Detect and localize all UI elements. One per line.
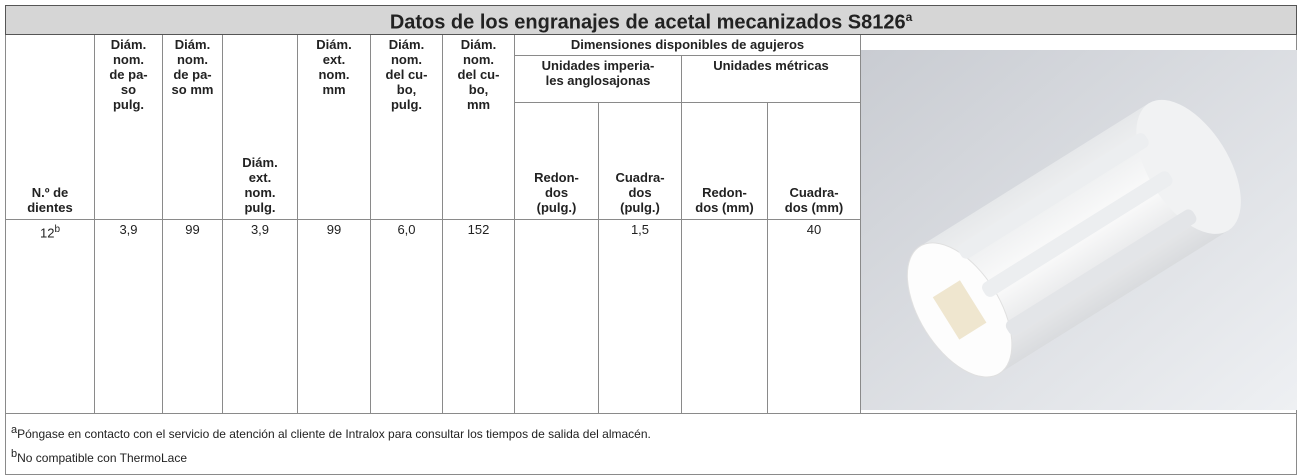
cell — [514, 219, 599, 414]
footnote-row: aPóngase en contacto con el servicio de … — [4, 413, 1298, 475]
column-header: N.º de dientes — [5, 33, 95, 221]
header-row: N.º de dientes Diám. nom. de pa- so pulg… — [5, 33, 1298, 414]
cell: 99 — [297, 219, 371, 414]
title-cell: Datos de los engranajes de acetal mecani… — [4, 5, 1298, 35]
header-row: Redon- dos (pulg.) Cuadra- dos (pulg.) R… — [6, 102, 1297, 221]
column-header: Diám. nom. del cu- bo, pulg. — [370, 33, 443, 221]
product-image — [861, 50, 1297, 410]
cell: 3,9 — [94, 219, 163, 414]
product-image-cell — [859, 34, 1298, 414]
cell: 3,9 — [222, 219, 298, 414]
cell-text: 12 — [39, 225, 55, 241]
table-title: Datos de los engranajes de acetal mecani… — [389, 11, 906, 34]
cell — [681, 219, 768, 414]
footnote: aPóngase en contacto con el servicio de … — [11, 420, 1291, 444]
column-header: Diám. ext. nom. mm — [297, 33, 371, 221]
cell: 40 — [767, 219, 861, 414]
title-note: a — [905, 9, 913, 24]
subcolumn-header: Redon- dos (pulg.) — [514, 102, 599, 221]
cell: 99 — [162, 219, 223, 414]
footnote-mark: b — [11, 448, 18, 460]
header-row: Unidades imperia- les anglosajonas Unida… — [6, 54, 1297, 104]
footnote-text: No compatible con ThermoLace — [17, 451, 187, 465]
subcolumn-header: Redon- dos (mm) — [681, 102, 768, 221]
footnote-mark: a — [11, 424, 18, 436]
data-row: 12b 3,9 99 3,9 99 6,0 152 1,5 40 — [5, 219, 1297, 414]
cell: 6,0 — [370, 219, 443, 414]
cell: 152 — [442, 219, 515, 414]
subcolumn-header: Cuadra- dos (pulg.) — [598, 102, 682, 221]
column-header: Diám. nom. de pa- so mm — [162, 33, 223, 221]
subgroup-header: Unidades imperia- les anglosajonas — [514, 54, 682, 104]
gear-table: Datos de los engranajes de acetal mecani… — [4, 5, 1298, 475]
subgroup-header: Unidades métricas — [681, 54, 861, 104]
footnote-text: Póngase en contacto con el servicio de a… — [17, 427, 651, 441]
column-header: Diám. nom. de pa- so pulg. — [94, 33, 163, 221]
subcolumn-header: Cuadra- dos (mm) — [767, 102, 861, 221]
footnotes: aPóngase en contacto con el servicio de … — [4, 413, 1298, 475]
column-header: Diám. ext. nom. pulg. — [222, 33, 298, 221]
column-header: Diám. nom. del cu- bo, mm — [442, 33, 515, 221]
group-header: Dimensiones disponibles de agujeros — [514, 34, 861, 56]
title-row: Datos de los engranajes de acetal mecani… — [4, 5, 1298, 35]
cell: 12b — [5, 219, 95, 414]
footnote: bNo compatible con ThermoLace — [11, 444, 1291, 468]
cell-note: b — [54, 224, 61, 236]
cell: 1,5 — [598, 219, 682, 414]
